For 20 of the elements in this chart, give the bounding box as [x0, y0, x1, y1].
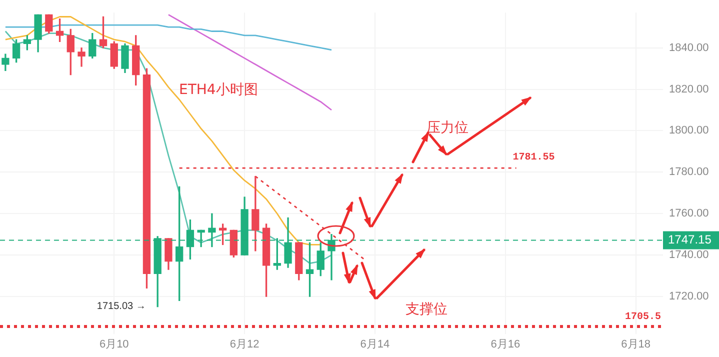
text: ETH4小时图: [179, 82, 258, 98]
annotation: 1781.55: [512, 152, 555, 164]
x-tick-label: 6月18: [621, 338, 651, 350]
ref-line-label: 1747.15: [668, 232, 712, 247]
x-tick-label: 6月14: [360, 338, 390, 350]
annotation: 支撑位: [405, 301, 448, 318]
y-tick-label: 1840.00: [669, 42, 709, 54]
x-tick-label: 6月10: [99, 338, 129, 350]
y-tick-label: 1820.00: [669, 83, 709, 96]
y-tick-label: 1800.00: [669, 124, 709, 137]
y-tick-label: 1740.00: [669, 249, 709, 262]
ref-line-label: 1705.5: [624, 312, 661, 324]
y-tick-label: 1720.00: [669, 290, 709, 303]
x-tick-label: 6月16: [490, 338, 520, 350]
annotation: 1715.03 →: [96, 301, 146, 312]
y-tick-label: 1780.00: [669, 166, 709, 178]
x-tick-label: 6月12: [230, 338, 260, 350]
y-tick-label: 1760.00: [669, 208, 709, 220]
line-series: [254, 176, 365, 260]
annotation: 压力位: [426, 120, 469, 136]
